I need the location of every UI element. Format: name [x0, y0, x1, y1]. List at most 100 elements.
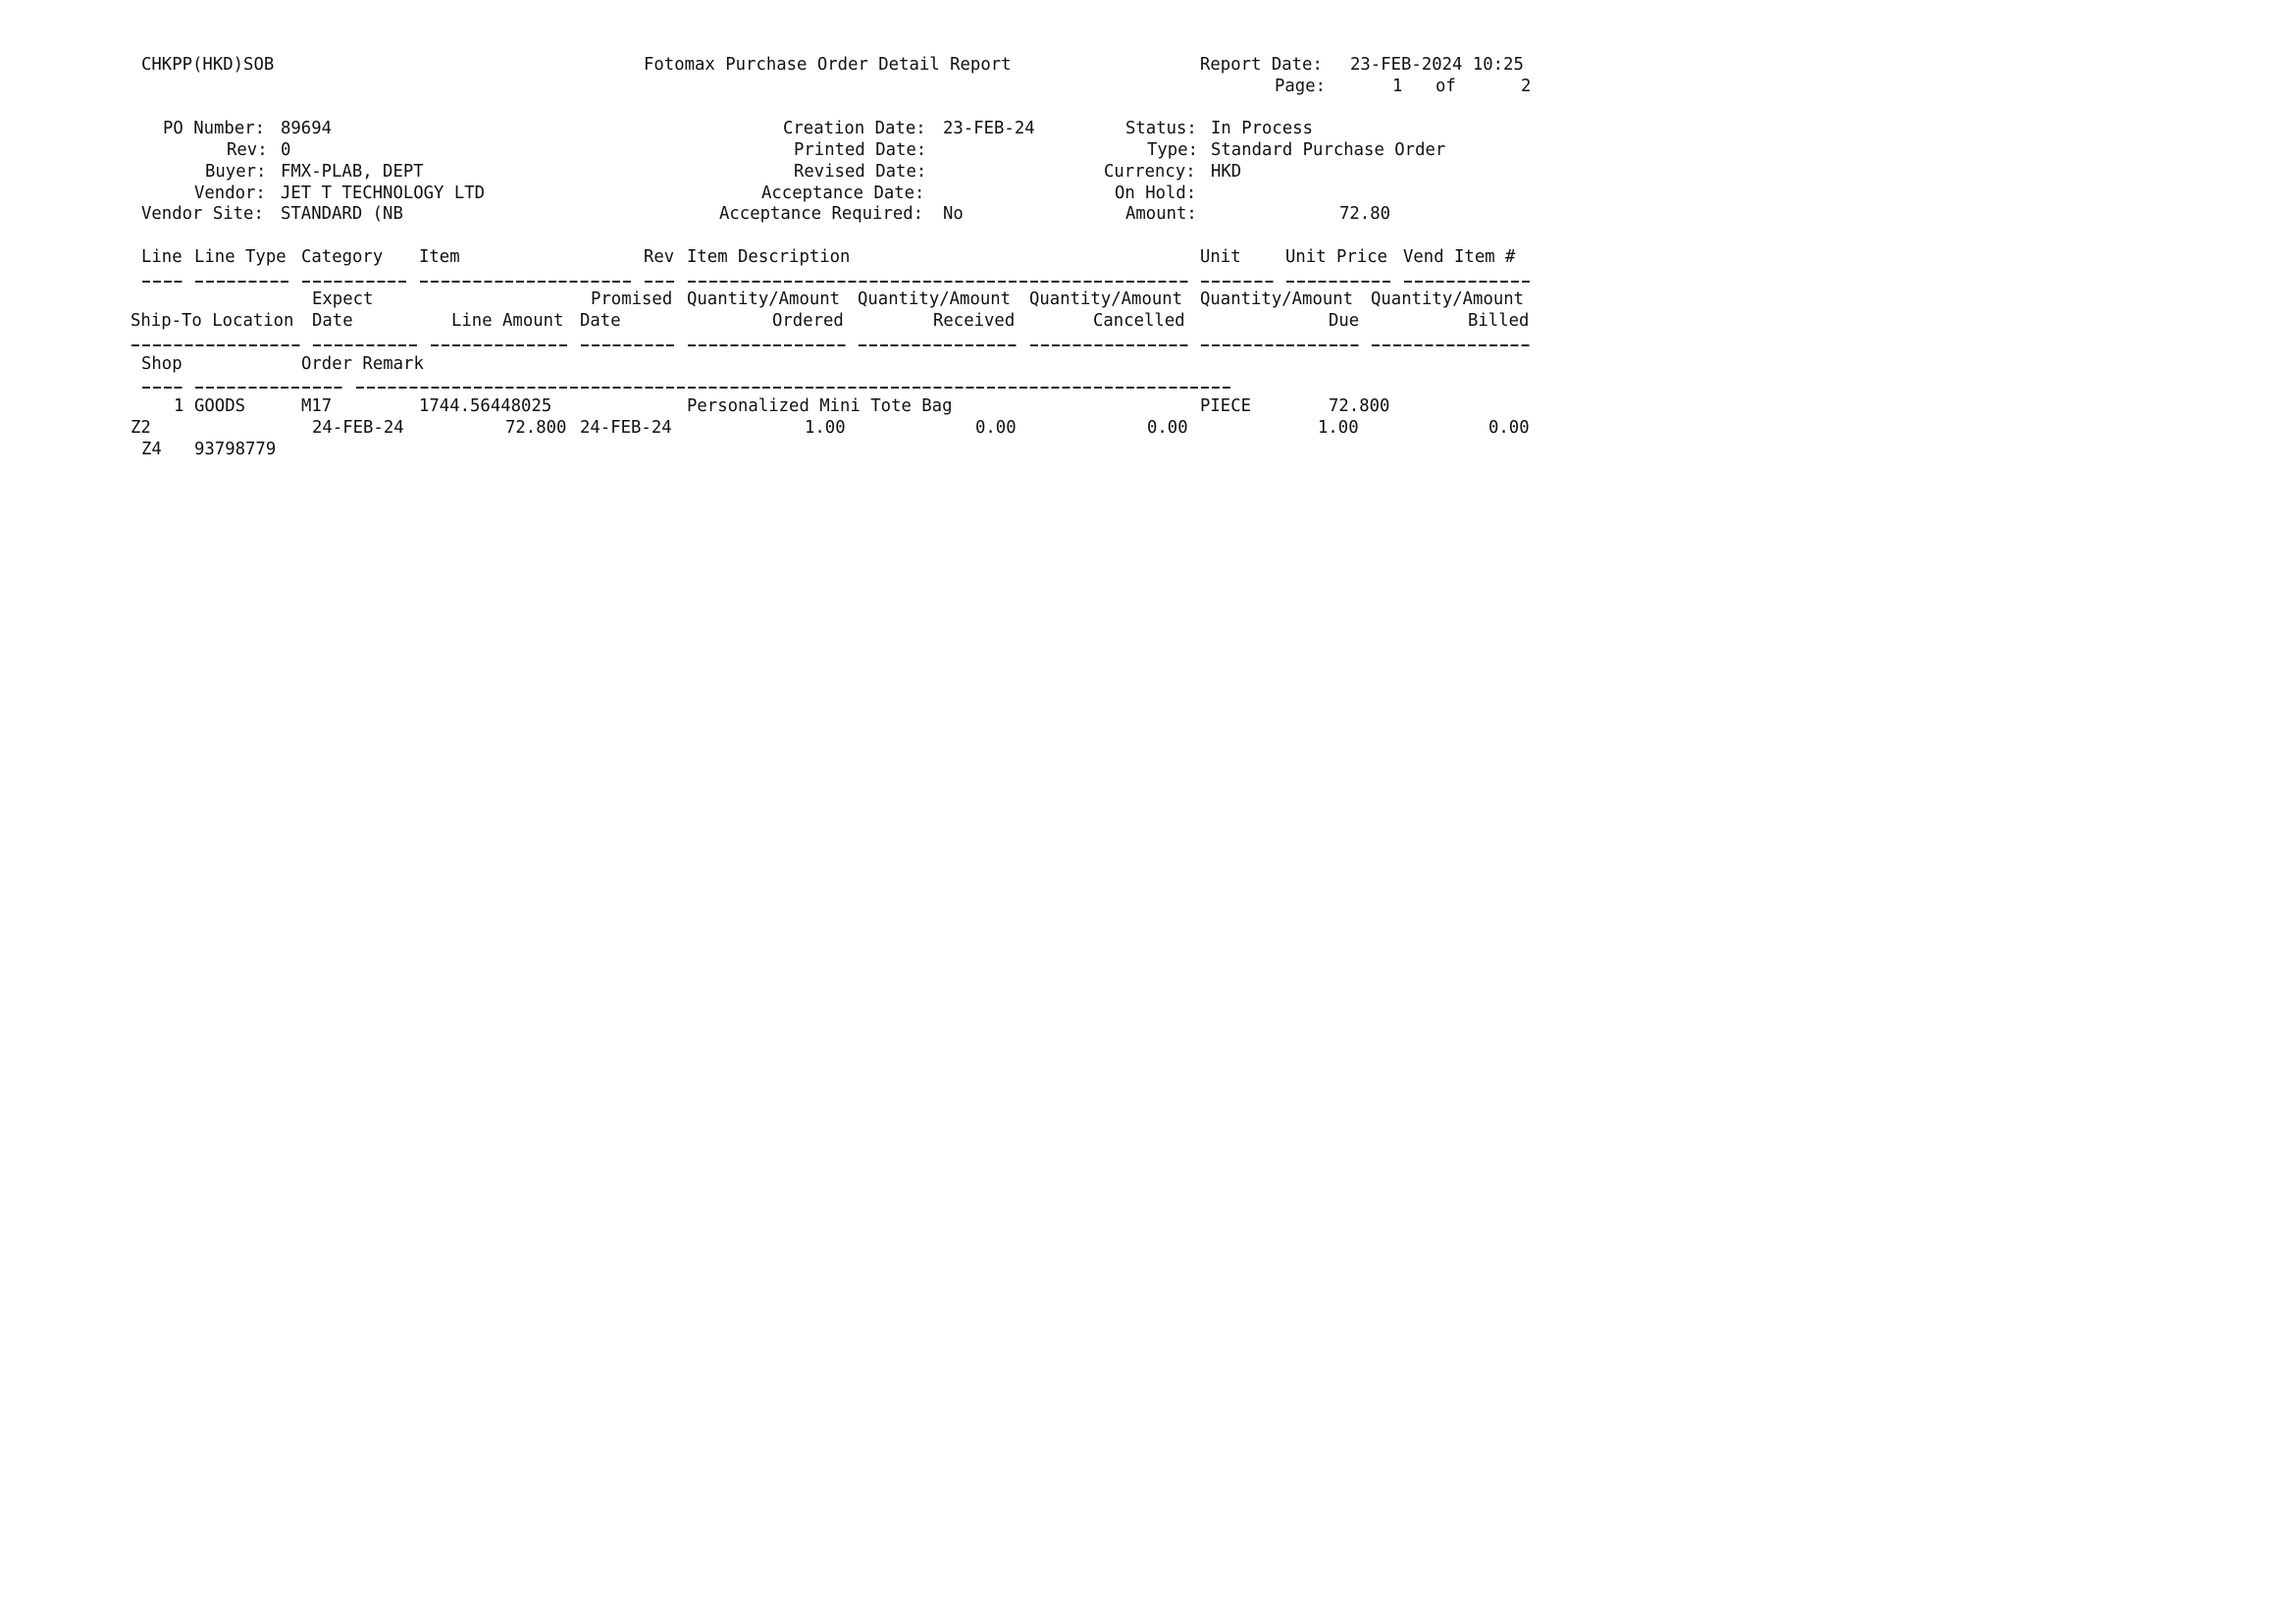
line-category: M17 — [301, 395, 333, 416]
col-cancelled: Cancelled — [1093, 310, 1185, 331]
divider — [131, 343, 301, 346]
buyer-label: Buyer: — [205, 160, 267, 182]
divider — [645, 280, 675, 283]
divider — [1201, 280, 1275, 283]
line-item: 1744.56448025 — [419, 395, 552, 416]
creation-date: 23-FEB-24 — [943, 118, 1036, 139]
revised-date-label: Revised Date: — [793, 160, 927, 182]
col-unit-price: Unit Price — [1285, 245, 1388, 267]
divider — [355, 387, 1231, 390]
col-shop: Shop — [140, 352, 183, 374]
line-unit-price: 72.800 — [1328, 395, 1390, 416]
col-unit: Unit — [1200, 245, 1241, 267]
po-number: 89694 — [280, 118, 332, 139]
line-order-remark: 93798779 — [194, 438, 277, 459]
line-amount: 72.800 — [504, 416, 566, 438]
type-label: Type: — [1146, 139, 1198, 160]
report-title: Fotomax Purchase Order Detail Report — [644, 54, 1012, 75]
col-qty-billed-top: Quantity/Amount — [1371, 288, 1525, 310]
divider — [687, 343, 847, 346]
rev-label: Rev: — [227, 139, 268, 160]
line-received: 0.00 — [975, 416, 1017, 438]
page-total: 2 — [1521, 75, 1532, 96]
line-billed: 0.00 — [1488, 416, 1530, 438]
divider — [420, 280, 633, 283]
vendor: JET T TECHNOLOGY LTD — [280, 182, 485, 203]
printed-date-label: Printed Date: — [793, 139, 927, 160]
col-due: Due — [1328, 310, 1360, 331]
col-qty-ordered-top: Quantity/Amount — [686, 288, 840, 310]
rev: 0 — [280, 139, 291, 160]
col-item: Item — [419, 245, 460, 267]
divider — [431, 343, 568, 346]
po-number-label: PO Number: — [162, 118, 265, 139]
line-item-description: Personalized Mini Tote Bag — [686, 395, 953, 416]
type: Standard Purchase Order — [1210, 139, 1446, 160]
divider — [141, 280, 183, 283]
status: In Process — [1210, 118, 1313, 139]
page-current: 1 — [1392, 75, 1403, 96]
report-date: 23-FEB-2024 10:25 — [1349, 54, 1524, 75]
line-cancelled: 0.00 — [1146, 416, 1188, 438]
divider — [1286, 280, 1392, 283]
col-rev: Rev — [644, 245, 675, 267]
col-ordered: Ordered — [772, 310, 844, 331]
col-order-remark: Order Remark — [301, 352, 425, 374]
currency-label: Currency: — [1103, 160, 1196, 182]
col-qty-due-top: Quantity/Amount — [1200, 288, 1354, 310]
line-ship-to-location: Z2 — [130, 416, 151, 438]
col-line: Line — [140, 245, 183, 267]
col-received: Received — [932, 310, 1015, 331]
acceptance-required-label: Acceptance Required: — [718, 203, 923, 225]
divider — [195, 280, 290, 283]
divider — [1201, 343, 1360, 346]
col-line-type: Line Type — [194, 245, 287, 267]
col-item-description: Item Description — [686, 245, 851, 267]
line-unit: PIECE — [1200, 395, 1252, 416]
col-line-amount: Line Amount — [451, 310, 564, 331]
col-expect: Expect — [312, 288, 374, 310]
amount: 72.80 — [1338, 203, 1390, 225]
acceptance-date-label: Acceptance Date: — [761, 182, 925, 203]
col-promised: Promised — [590, 288, 672, 310]
divider — [1372, 343, 1531, 346]
divider — [859, 343, 1018, 346]
col-expect-date: Date — [312, 310, 353, 331]
line-promised-date: 24-FEB-24 — [579, 416, 672, 438]
on-hold-label: On Hold: — [1114, 182, 1197, 203]
line-type: GOODS — [194, 395, 246, 416]
report-date-label: Report Date: — [1200, 54, 1323, 75]
vendor-site-label: Vendor Site: — [140, 203, 264, 225]
status-label: Status: — [1124, 118, 1197, 139]
line-ordered: 1.00 — [804, 416, 846, 438]
col-vend-item: Vend Item # — [1403, 245, 1516, 267]
line-due: 1.00 — [1317, 416, 1359, 438]
divider — [580, 343, 675, 346]
col-qty-received-top: Quantity/Amount — [858, 288, 1012, 310]
currency: HKD — [1210, 160, 1242, 182]
amount-label: Amount: — [1124, 203, 1197, 225]
vendor-site: STANDARD (NB — [280, 203, 403, 225]
divider — [1404, 280, 1531, 283]
divider — [195, 387, 343, 390]
buyer: FMX-PLAB, DEPT — [280, 160, 424, 182]
program-code: CHKPP(HKD)SOB — [140, 54, 275, 75]
col-billed: Billed — [1467, 310, 1529, 331]
page-of: of — [1435, 75, 1456, 96]
col-qty-cancelled-top: Quantity/Amount — [1028, 288, 1182, 310]
page-label: Page: — [1275, 75, 1327, 96]
divider — [1029, 343, 1189, 346]
acceptance-required: No — [943, 203, 965, 225]
col-category: Category — [301, 245, 384, 267]
col-ship-to-location: Ship-To Location — [130, 310, 294, 331]
vendor-label: Vendor: — [194, 182, 267, 203]
line-number: 1 — [173, 395, 184, 416]
divider — [313, 343, 419, 346]
col-promised-date: Date — [579, 310, 621, 331]
line-shop: Z4 — [140, 438, 162, 459]
creation-date-label: Creation Date: — [782, 118, 926, 139]
divider — [687, 280, 1189, 283]
divider — [302, 280, 408, 283]
divider — [141, 387, 183, 390]
